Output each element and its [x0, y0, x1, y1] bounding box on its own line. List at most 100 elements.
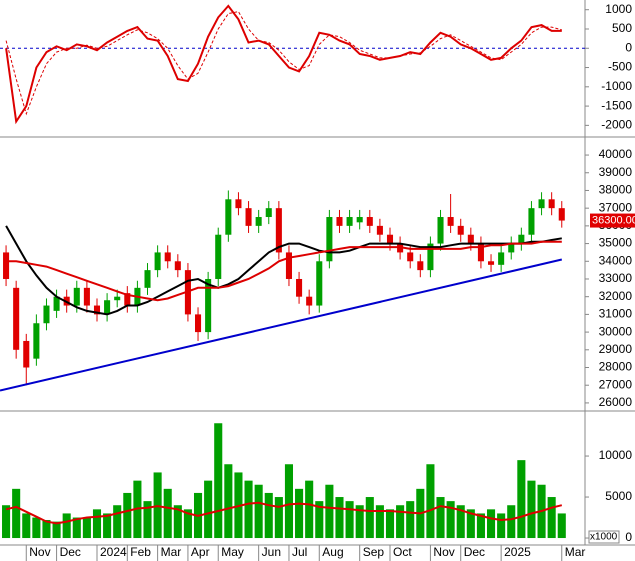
volume-bar: [295, 488, 304, 539]
candle-body: [245, 208, 252, 226]
candle-body: [528, 208, 535, 235]
y-tick-label: 5000: [605, 489, 632, 503]
volume-bar: [72, 517, 81, 539]
volume-bar: [163, 488, 172, 539]
volume-bar: [204, 480, 213, 539]
y-tick-label: 29000: [599, 342, 633, 356]
trendline: [0, 258, 563, 392]
x-tick-label: Dec: [60, 545, 81, 559]
y-tick-label: 30000: [599, 324, 633, 338]
candle-body: [427, 243, 434, 271]
volume-bar: [305, 480, 314, 539]
candle-body: [306, 296, 313, 306]
candle-body: [437, 217, 444, 244]
candle-body: [3, 252, 10, 279]
moving-average: [5, 225, 562, 316]
y-tick-label: 1000: [605, 2, 632, 16]
volume-bar: [244, 480, 253, 539]
y-tick-label: 10000: [599, 448, 633, 462]
y-tick-label: 38000: [599, 183, 633, 197]
x-tick-label: Aug: [322, 545, 343, 559]
volume-bar: [345, 501, 354, 539]
y-tick-label: 27000: [599, 377, 633, 391]
y-tick-label: 39000: [599, 165, 633, 179]
volume-bar: [113, 505, 122, 539]
y-tick-label: 32000: [599, 289, 633, 303]
last-price-box: [590, 213, 635, 228]
candle-body: [508, 243, 515, 253]
y-tick-label: 500: [612, 21, 632, 35]
candle-body: [285, 252, 292, 279]
volume-bar: [254, 484, 263, 539]
volume-bar: [385, 509, 395, 539]
x-tick-label: Dec: [464, 545, 485, 559]
y-tick-label: 34000: [599, 253, 633, 267]
candle-body: [518, 234, 525, 244]
y-tick-label: 37000: [599, 200, 633, 214]
y-tick-label: 31000: [599, 307, 633, 321]
candle-body: [477, 243, 484, 262]
volume-bar: [426, 464, 435, 539]
volume-bar: [375, 505, 384, 539]
volume-bar: [22, 513, 31, 539]
x-tick-label: Feb: [130, 545, 151, 559]
candle-body: [164, 252, 171, 262]
candle-body: [417, 261, 424, 271]
volume-bar: [325, 484, 334, 539]
candle-body: [275, 208, 282, 253]
y-tick-label: 40000: [599, 147, 633, 161]
volume-bar: [123, 492, 132, 539]
volume-bar: [315, 501, 324, 539]
volume-bar: [12, 488, 21, 539]
candle-body: [558, 208, 565, 221]
candle-body: [255, 217, 262, 226]
volume-bar: [396, 505, 405, 539]
x-tick-label: May: [221, 545, 244, 559]
x-tick-label: 2024: [100, 545, 127, 559]
volume-bar: [183, 509, 192, 539]
y-tick-label: 28000: [599, 360, 633, 374]
volume-bar: [466, 509, 475, 539]
candle-body: [13, 287, 20, 350]
x-tick-label: Nov: [433, 545, 454, 559]
y-tick-label: 0: [625, 40, 632, 54]
candle-body: [174, 261, 181, 271]
volume-bar: [284, 464, 294, 539]
candle-body: [114, 296, 121, 301]
candle-body: [144, 270, 151, 288]
candle-body: [205, 278, 212, 333]
candle-body: [53, 296, 60, 311]
volume-bar: [82, 517, 91, 539]
candle-body: [235, 199, 242, 209]
x-tick-label: Nov: [29, 545, 50, 559]
volume-bar: [214, 423, 223, 539]
candle-body: [43, 305, 50, 324]
unit-box: [588, 530, 620, 544]
volume-bar: [446, 501, 455, 539]
volume-bar: [486, 509, 496, 539]
volume-bar: [32, 517, 41, 539]
candle-body: [386, 234, 394, 244]
x-tick-label: Mar: [565, 545, 586, 559]
volume-bar: [476, 513, 485, 539]
candle-body: [316, 261, 323, 306]
oscillator-line: [5, 11, 562, 116]
volume-bar: [497, 513, 506, 539]
y-tick-label: 0: [625, 530, 632, 544]
volume-bar: [92, 509, 102, 539]
volume-bar: [507, 505, 516, 539]
candle-body: [83, 287, 90, 306]
candle-body: [538, 199, 545, 209]
volume-bar: [456, 505, 465, 539]
candle-body: [376, 225, 383, 235]
x-tick-label: 2025: [504, 545, 531, 559]
volume-bar: [143, 501, 152, 539]
candle-body: [326, 217, 333, 262]
x-tick-label: Jul: [292, 545, 307, 559]
moving-average: [6, 240, 562, 302]
x-tick-label: Oct: [393, 545, 412, 559]
volume-bar: [224, 464, 233, 539]
x-tick-label: Apr: [191, 545, 210, 559]
candle-body: [447, 217, 454, 226]
